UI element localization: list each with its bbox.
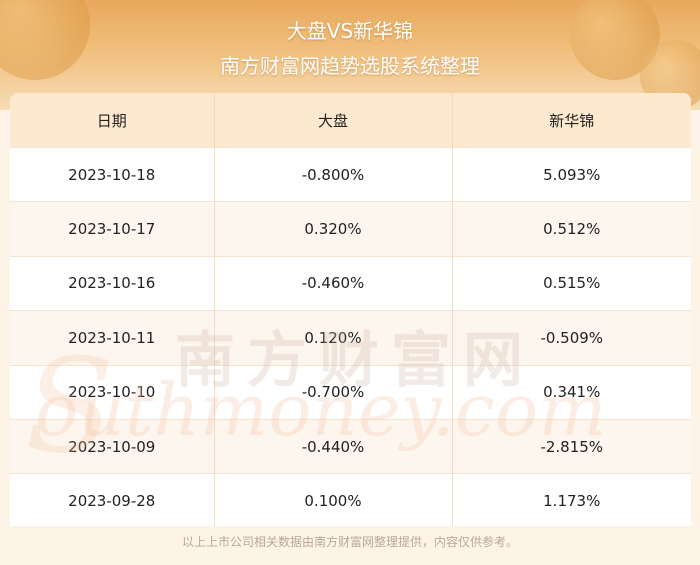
cell-market: 0.320% — [214, 201, 453, 257]
table-header-row: 日期 大盘 新华锦 — [10, 93, 691, 148]
data-table-container: 日期 大盘 新华锦 2023-10-18 -0.800% 5.093% 2023… — [10, 93, 691, 526]
header-banner: 大盘VS新华锦 南方财富网趋势选股系统整理 — [0, 0, 700, 110]
cell-market: 0.120% — [214, 310, 453, 366]
cell-date: 2023-10-18 — [10, 146, 215, 202]
cell-date: 2023-10-09 — [10, 418, 215, 474]
cell-market: -0.460% — [214, 255, 453, 311]
decorative-coin — [570, 0, 660, 80]
table-row: 2023-10-17 0.320% 0.512% — [10, 201, 691, 257]
cell-stock: 5.093% — [452, 146, 691, 202]
table-row: 2023-10-10 -0.700% 0.341% — [10, 364, 691, 420]
table-row: 2023-10-09 -0.440% -2.815% — [10, 418, 691, 474]
cell-date: 2023-10-11 — [10, 310, 215, 366]
cell-market: 0.100% — [214, 473, 453, 526]
table-row: 2023-10-16 -0.460% 0.515% — [10, 255, 691, 311]
table-row: 2023-09-28 0.100% 1.173% — [10, 473, 691, 526]
cell-market: -0.800% — [214, 146, 453, 202]
table-row: 2023-10-11 0.120% -0.509% — [10, 310, 691, 366]
cell-stock: 1.173% — [452, 473, 691, 526]
column-header-stock: 新华锦 — [452, 93, 691, 148]
cell-date: 2023-10-10 — [10, 364, 215, 420]
column-header-market: 大盘 — [214, 93, 453, 148]
cell-date: 2023-09-28 — [10, 473, 215, 526]
cell-market: -0.440% — [214, 418, 453, 474]
cell-stock: 0.512% — [452, 201, 691, 257]
cell-stock: 0.341% — [452, 364, 691, 420]
table-row: 2023-10-18 -0.800% 5.093% — [10, 146, 691, 202]
cell-stock: -2.815% — [452, 418, 691, 474]
footer-note: 以上上市公司相关数据由南方财富网整理提供，内容仅供参考。 — [181, 535, 518, 549]
cell-stock: 0.515% — [452, 255, 691, 311]
cell-date: 2023-10-16 — [10, 255, 215, 311]
cell-market: -0.700% — [214, 364, 453, 420]
cell-stock: -0.509% — [452, 310, 691, 366]
column-header-date: 日期 — [10, 93, 215, 148]
page-title: 大盘VS新华锦 — [286, 19, 414, 43]
cell-date: 2023-10-17 — [10, 201, 215, 257]
page-subtitle: 南方财富网趋势选股系统整理 — [220, 54, 480, 78]
comparison-table: 日期 大盘 新华锦 2023-10-18 -0.800% 5.093% 2023… — [10, 93, 691, 526]
